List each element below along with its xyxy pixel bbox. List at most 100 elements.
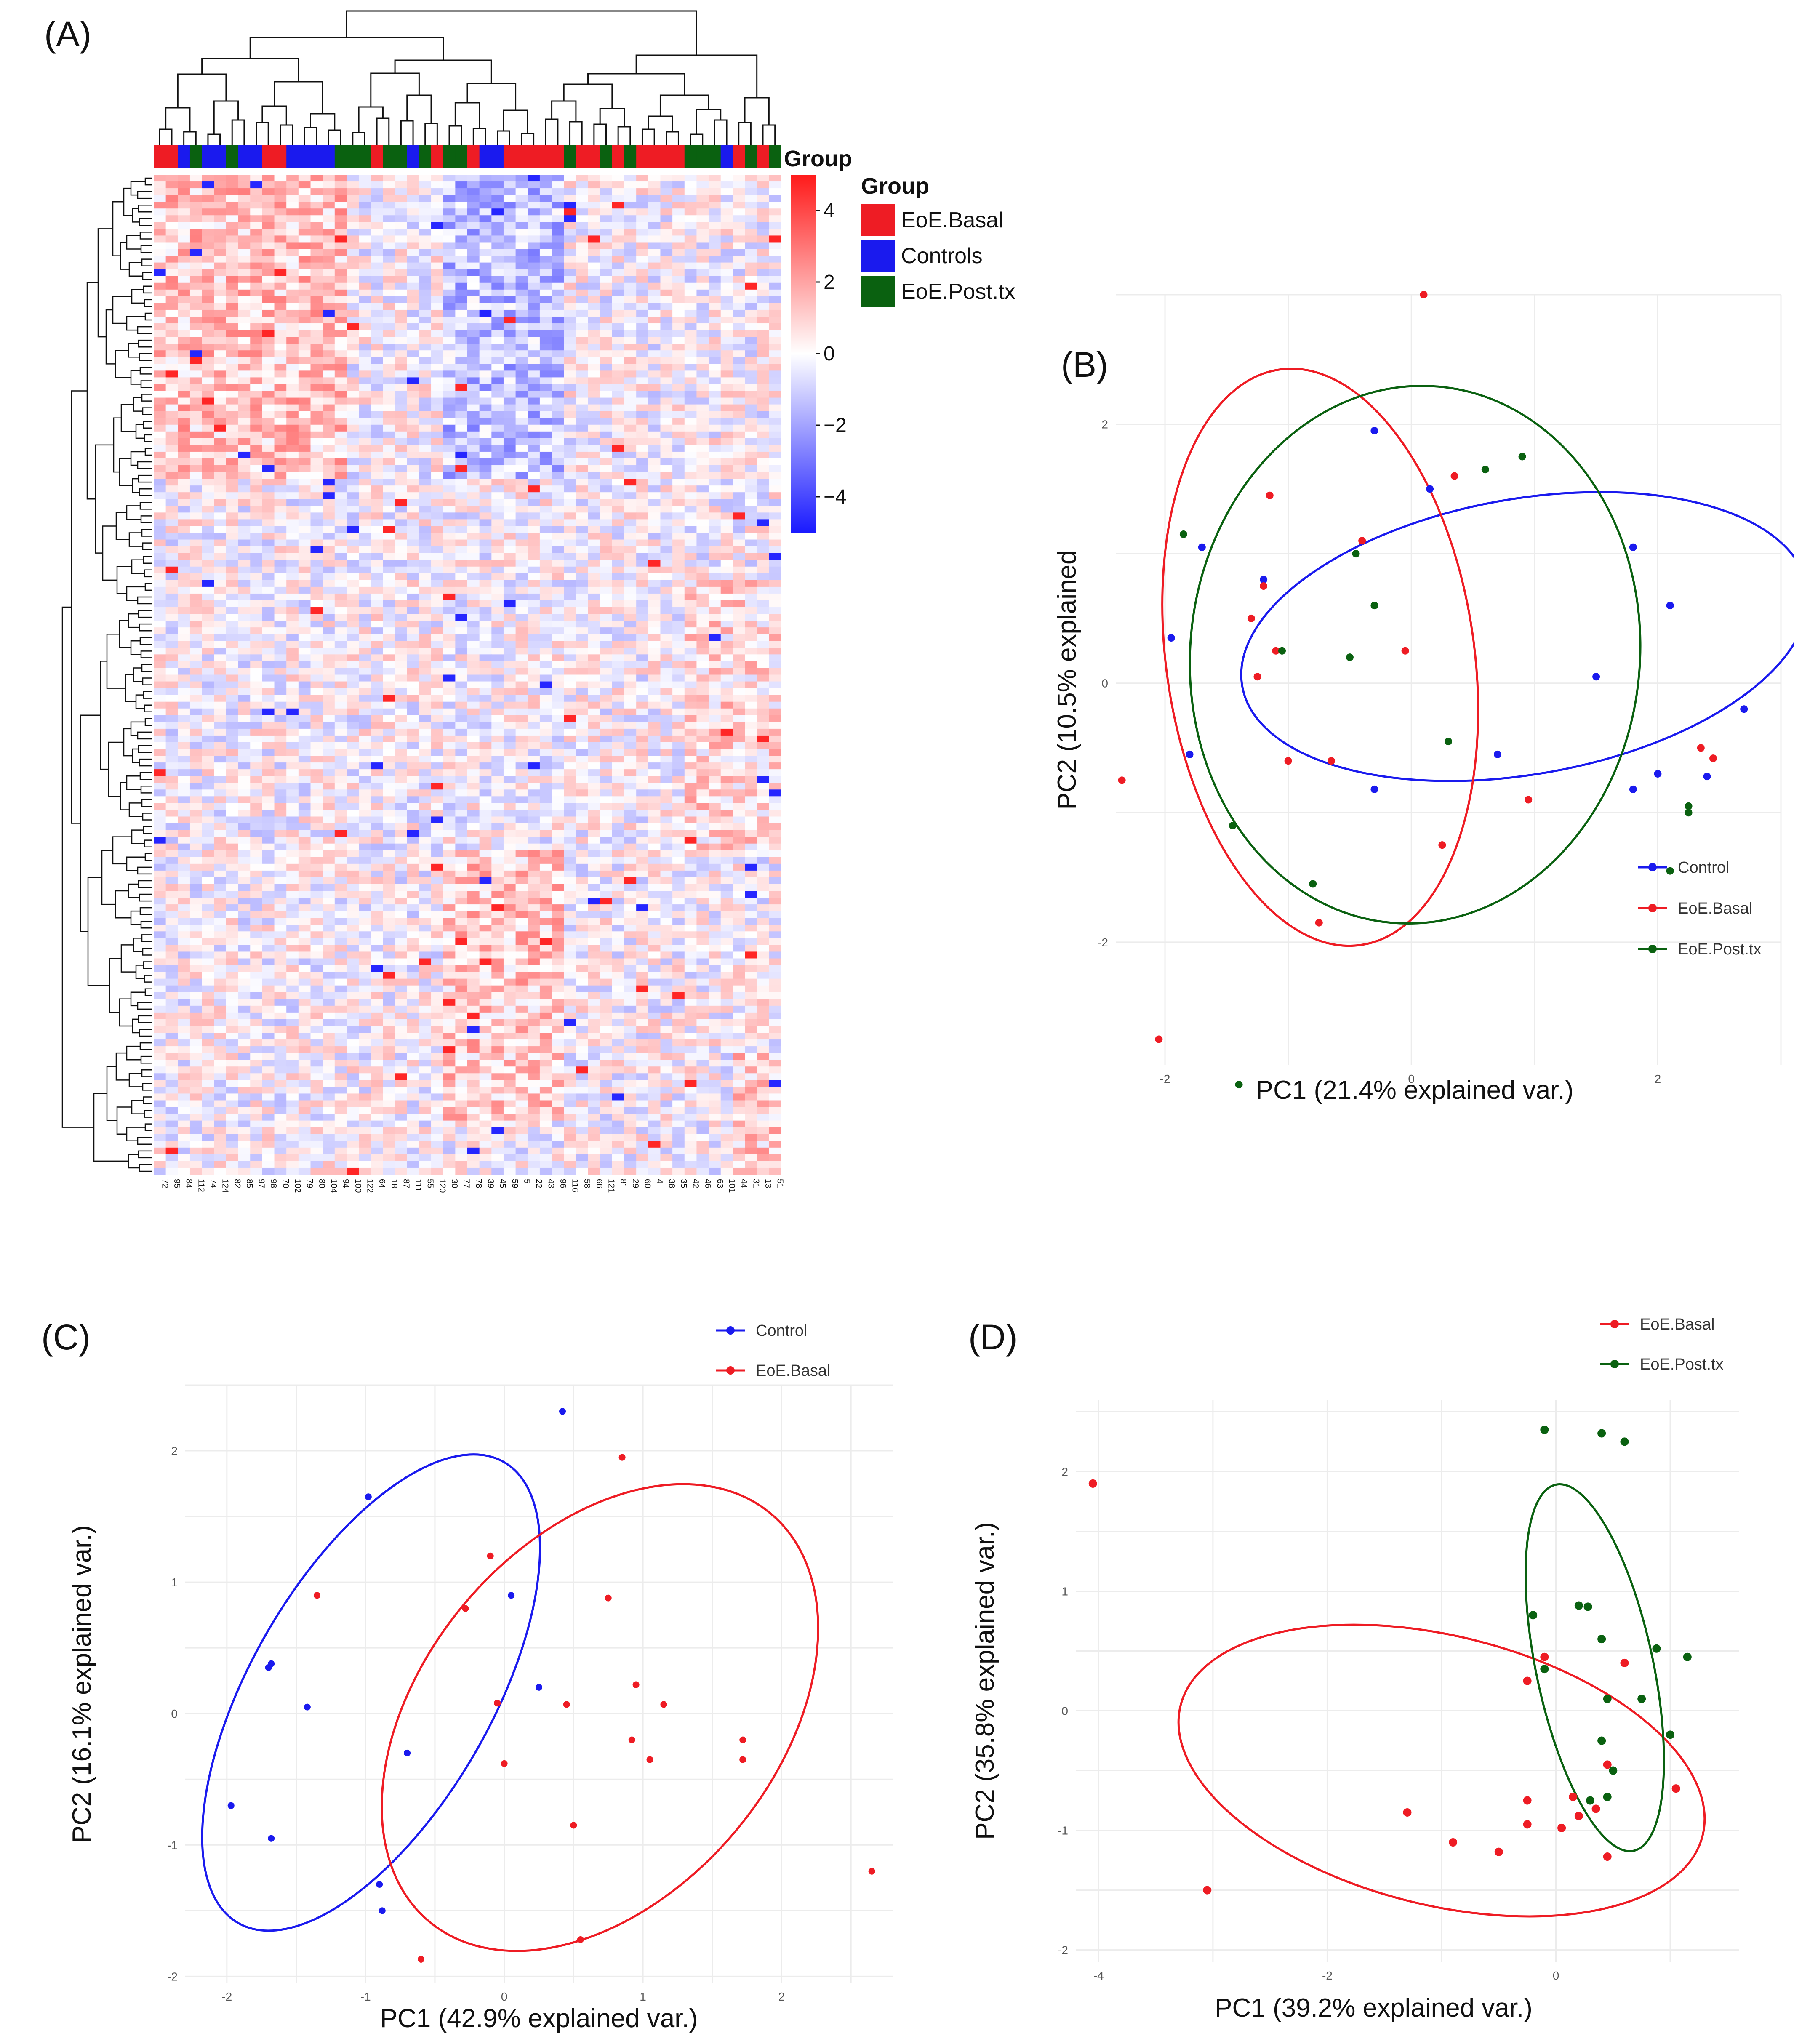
heatmap-cell — [154, 303, 166, 310]
dendrogram-branch — [108, 741, 124, 797]
heatmap-cell — [165, 309, 178, 317]
heatmap-cell — [684, 330, 697, 337]
heatmap-cell — [286, 269, 299, 277]
heatmap-cell — [262, 735, 275, 743]
heatmap-cell — [757, 499, 769, 506]
heatmap-cell — [528, 580, 540, 587]
heatmap-cell — [515, 479, 528, 486]
heatmap-cell — [455, 728, 468, 736]
heatmap-cell — [214, 776, 227, 783]
heatmap-cell — [503, 688, 516, 696]
heatmap-cell — [214, 309, 227, 317]
heatmap-cell — [479, 344, 492, 351]
heatmap-cell — [648, 256, 661, 263]
heatmap-cell — [672, 668, 685, 675]
heatmap-cell — [612, 276, 625, 283]
heatmap-cell — [696, 701, 709, 709]
heatmap-cell — [202, 492, 214, 499]
heatmap-cell — [696, 560, 709, 567]
heatmap-cell — [648, 384, 661, 392]
heatmap-cell — [359, 627, 371, 634]
heatmap-cell — [564, 364, 576, 371]
heatmap-cell — [395, 229, 408, 236]
heatmap-cell — [600, 695, 613, 702]
heatmap-cell — [189, 648, 203, 655]
heatmap-cell — [769, 309, 781, 317]
heatmap-cell — [539, 377, 552, 385]
heatmap-cell — [636, 783, 649, 790]
heatmap-cell — [660, 303, 673, 310]
heatmap-cell — [371, 445, 384, 452]
heatmap-cell — [371, 479, 384, 486]
heatmap-cell — [165, 783, 178, 790]
heatmap-cell — [262, 479, 275, 486]
heatmap-cell — [165, 195, 178, 202]
heatmap-cell — [154, 377, 166, 385]
heatmap-cell — [564, 749, 576, 756]
heatmap-cell — [709, 256, 721, 263]
heatmap-cell — [684, 695, 697, 702]
dendrogram-branch — [165, 107, 191, 132]
heatmap-cell — [395, 195, 408, 202]
dendrogram-branch — [131, 1100, 144, 1114]
heatmap-cell — [262, 519, 275, 527]
heatmap-cell — [274, 323, 287, 330]
heatmap-cell — [323, 674, 335, 682]
heatmap-cell — [479, 256, 492, 263]
heatmap-cell — [479, 175, 492, 182]
heatmap-cell — [189, 276, 203, 283]
heatmap-cell — [334, 479, 347, 486]
heatmap-cell — [359, 465, 371, 472]
heatmap-cell — [419, 229, 432, 236]
heatmap-cell — [612, 431, 625, 439]
heatmap-cell — [189, 627, 203, 634]
heatmap-cell — [274, 384, 287, 392]
heatmap-cell — [745, 262, 757, 270]
annotation-cell — [165, 145, 178, 168]
heatmap-cell — [419, 668, 432, 675]
heatmap-cell — [238, 458, 251, 466]
heatmap-cell — [720, 479, 733, 486]
heatmap-cell — [262, 728, 275, 736]
heatmap-cell — [648, 728, 661, 736]
heatmap-cell — [407, 661, 419, 669]
heatmap-cell — [745, 701, 757, 709]
heatmap-cell — [154, 242, 166, 250]
heatmap-cell — [371, 661, 384, 669]
heatmap-cell — [769, 593, 781, 601]
heatmap-cell — [769, 262, 781, 270]
heatmap-cell — [347, 262, 359, 270]
heatmap-cell — [286, 357, 299, 364]
heatmap-cell — [383, 634, 395, 641]
heatmap-cell — [165, 262, 178, 270]
heatmap-cell — [769, 181, 781, 189]
heatmap-cell — [515, 722, 528, 729]
heatmap-cell — [383, 175, 395, 182]
heatmap-cell — [539, 242, 552, 250]
heatmap-cell — [395, 695, 408, 702]
heatmap-cell — [720, 370, 733, 378]
heatmap-cell — [528, 350, 540, 357]
dendrogram-branch — [144, 839, 152, 847]
heatmap-cell — [552, 607, 564, 614]
heatmap-cell — [757, 560, 769, 567]
heatmap-cell — [576, 249, 589, 256]
heatmap-cell — [733, 519, 745, 527]
heatmap-cell — [178, 289, 190, 297]
heatmap-cell — [672, 526, 685, 533]
heatmap-cell — [757, 451, 769, 459]
heatmap-cell — [395, 242, 408, 250]
heatmap-cell — [274, 175, 287, 182]
heatmap-cell — [539, 722, 552, 729]
heatmap-cell — [672, 445, 685, 452]
heatmap-cell — [672, 621, 685, 628]
heatmap-cell — [709, 451, 721, 459]
heatmap-cell — [274, 783, 287, 790]
heatmap-cell — [202, 404, 214, 412]
heatmap-cell — [274, 370, 287, 378]
heatmap-cell — [395, 553, 408, 560]
heatmap-cell — [576, 783, 589, 790]
heatmap-cell — [600, 648, 613, 655]
heatmap-cell — [467, 438, 480, 445]
heatmap-cell — [334, 323, 347, 330]
